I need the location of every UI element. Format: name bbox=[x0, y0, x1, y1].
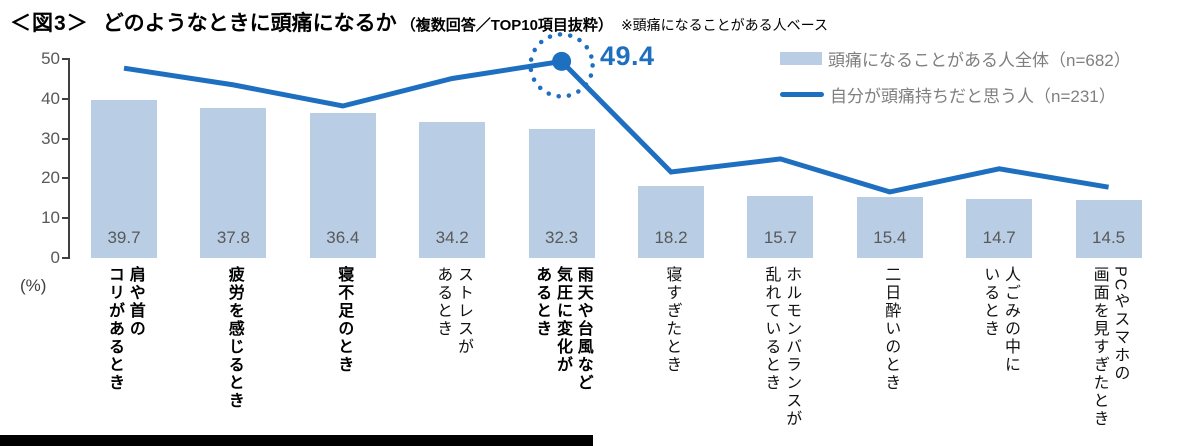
bar-value-label: 15.4 bbox=[873, 227, 907, 247]
highlight-data-point bbox=[552, 51, 572, 71]
category-label-text: 寝すぎたとき bbox=[663, 266, 681, 374]
y-axis-line bbox=[68, 58, 70, 259]
y-tick-label: 40 bbox=[41, 88, 60, 108]
legend-item-bar-series: 頭痛になることがある人全体（n=682） bbox=[780, 46, 1131, 70]
legend-label-bar-series: 頭痛になることがある人全体（n=682） bbox=[828, 50, 1131, 70]
legend-line-swatch-icon bbox=[780, 91, 824, 97]
category-label: 疲労を感じるとき bbox=[178, 266, 288, 442]
bar: 36.4 bbox=[309, 113, 376, 258]
bar: 15.4 bbox=[856, 196, 923, 258]
category-label: 雨天や台風など 気圧に変化が あるとき bbox=[507, 266, 617, 442]
legend-label-line-series: 自分が頭痛持ちだと思う人（n=231） bbox=[830, 86, 1116, 106]
category-label-text: 肩や首の コリがあるとき bbox=[106, 266, 144, 392]
y-tick-mark bbox=[62, 217, 68, 220]
bar-value-label: 14.5 bbox=[1092, 227, 1126, 247]
y-axis-unit-label: (%) bbox=[20, 276, 47, 295]
category-label: 寝すぎたとき bbox=[616, 266, 726, 442]
bar-value-label: 39.7 bbox=[107, 227, 141, 247]
y-tick-mark bbox=[62, 58, 68, 60]
category-label-text: ホルモンバランスが 乱れているとき bbox=[762, 266, 801, 428]
bar: 39.7 bbox=[91, 99, 157, 258]
y-tick-label: 10 bbox=[41, 208, 60, 228]
title-sub: （複数回答／TOP10項目抜粋） bbox=[400, 17, 613, 34]
category-label-text: 人ごみの中に いるとき bbox=[981, 266, 1019, 374]
bar-value-label: 18.2 bbox=[654, 227, 688, 247]
bar: 32.3 bbox=[528, 129, 595, 258]
y-tick-mark bbox=[62, 177, 68, 180]
figure-tag: ＜図3＞ bbox=[10, 12, 89, 35]
category-label-text: 雨天や台風など 気圧に変化が あるとき bbox=[533, 266, 592, 392]
bar: 14.5 bbox=[1075, 200, 1142, 258]
category-label: 人ごみの中に いるとき bbox=[944, 266, 1054, 442]
bar: 18.2 bbox=[638, 185, 704, 258]
y-tick-label: 50 bbox=[41, 49, 60, 68]
legend: 頭痛になることがある人全体（n=682） 自分が頭痛持ちだと思う人（n=231） bbox=[780, 46, 1131, 118]
title-main: どのようなときに頭痛になるか bbox=[102, 12, 397, 35]
category-label: 肩や首の コリがあるとき bbox=[69, 266, 179, 442]
y-tick-label: 20 bbox=[41, 168, 60, 188]
chart-title: ＜図3＞ どのようなときに頭痛になるか （複数回答／TOP10項目抜粋） ※頭痛… bbox=[10, 7, 828, 37]
bar-value-label: 34.2 bbox=[435, 227, 469, 247]
bar-value-label: 37.8 bbox=[216, 227, 250, 247]
bar-value-label: 15.7 bbox=[763, 227, 797, 247]
annotation-peak-value: 49.4 bbox=[600, 41, 655, 71]
legend-bar-swatch-icon bbox=[780, 51, 822, 65]
y-tick-label: 0 bbox=[50, 248, 60, 267]
y-tick-mark bbox=[62, 137, 68, 140]
y-tick-mark bbox=[62, 97, 68, 100]
bar: 37.8 bbox=[200, 107, 267, 258]
bar-value-label: 36.4 bbox=[326, 227, 360, 247]
category-label: ストレスが あるとき bbox=[397, 266, 507, 442]
y-tick-label: 30 bbox=[41, 128, 60, 148]
category-label: PCやスマホの 画面を見すぎたとき bbox=[1054, 266, 1164, 442]
y-tick-mark bbox=[62, 257, 68, 259]
category-label: 二日酔いのとき bbox=[835, 266, 945, 442]
category-label-text: 二日酔いのとき bbox=[882, 266, 900, 392]
category-label: 寝不足のとき bbox=[288, 266, 398, 442]
bar-value-label: 14.7 bbox=[982, 227, 1016, 247]
category-label-text: ストレスが あるとき bbox=[434, 266, 472, 356]
highlight-dotted-circle-icon bbox=[528, 32, 595, 99]
category-label-text: PCやスマホの 画面を見すぎたとき bbox=[1090, 266, 1129, 428]
category-label: ホルモンバランスが 乱れているとき bbox=[725, 266, 835, 442]
cropped-next-section-edge bbox=[0, 435, 593, 446]
bar-value-label: 32.3 bbox=[545, 227, 579, 247]
category-label-text: 寝不足のとき bbox=[335, 266, 353, 374]
bar: 14.7 bbox=[966, 199, 1033, 258]
bar: 34.2 bbox=[419, 121, 486, 258]
category-label-text: 疲労を感じるとき bbox=[225, 266, 243, 410]
title-note: ※頭痛になることがある人ベース bbox=[620, 17, 828, 33]
bar: 15.7 bbox=[747, 195, 814, 258]
legend-item-line-series: 自分が頭痛持ちだと思う人（n=231） bbox=[780, 82, 1131, 106]
